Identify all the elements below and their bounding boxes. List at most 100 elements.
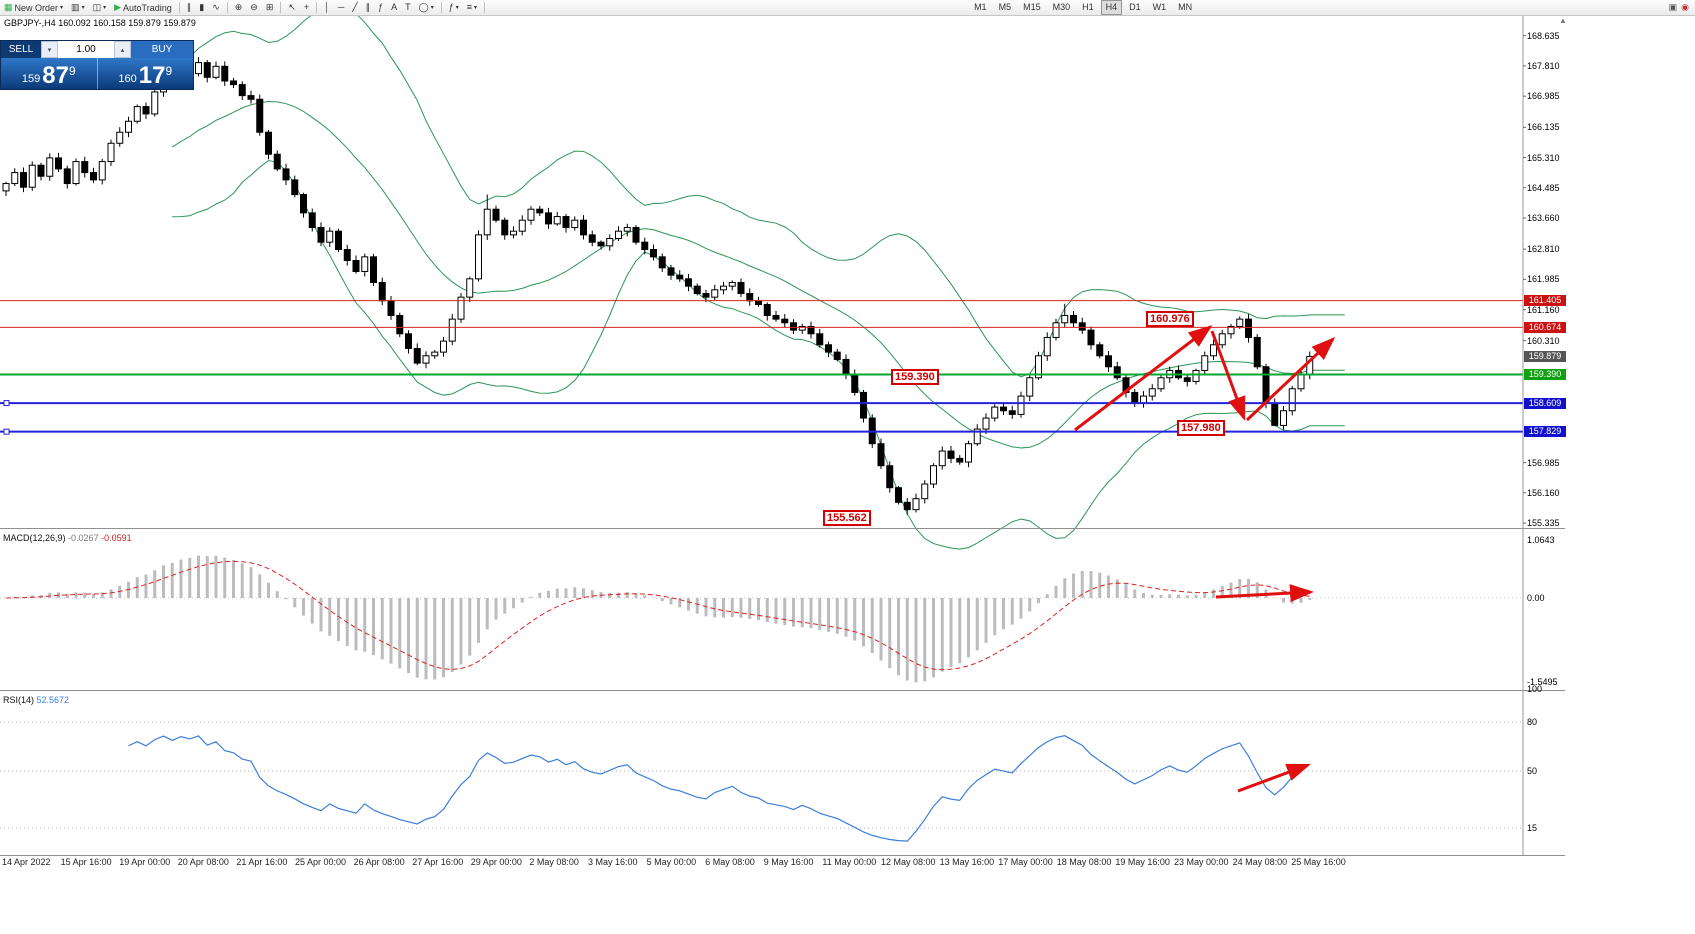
buy-button[interactable]: BUY bbox=[131, 41, 193, 58]
objects-list-button[interactable]: ≡ ▾ bbox=[463, 0, 481, 15]
indicators-button[interactable]: ƒ ▾ bbox=[445, 0, 463, 15]
toolbar-separator bbox=[226, 2, 228, 13]
macd-signal-value: -0.0591 bbox=[101, 533, 132, 543]
trend-arrow[interactable] bbox=[1215, 584, 1314, 603]
timeframe-h4[interactable]: H4 bbox=[1100, 0, 1123, 15]
price-annotation[interactable]: 157.980 bbox=[1177, 420, 1225, 436]
candlestick-chart-button[interactable]: ▮ bbox=[195, 0, 208, 15]
bid-price-display[interactable]: 159 87 9 bbox=[1, 58, 98, 89]
text-label-button[interactable]: T bbox=[401, 0, 415, 15]
time-axis-label: 15 Apr 16:00 bbox=[60, 857, 112, 867]
volume-increase-button[interactable]: ▴ bbox=[114, 41, 131, 58]
bar-chart-button[interactable]: ∥ bbox=[183, 0, 196, 15]
ask-big-digits: 17 bbox=[138, 62, 166, 89]
price-axis-label: 167.810 bbox=[1527, 60, 1560, 71]
one-click-trade-panel: SELL ▾ ▴ BUY 159 87 9 160 17 9 bbox=[0, 40, 194, 90]
price-axis-label: 160.310 bbox=[1527, 335, 1560, 346]
zoom-out-icon: ⊖ bbox=[250, 2, 258, 12]
time-axis-label: 18 May 08:00 bbox=[1056, 857, 1112, 867]
zoom-in-icon: ⊕ bbox=[234, 2, 243, 12]
equidistant-channel-button[interactable]: ∥ bbox=[362, 0, 375, 15]
timeframe-m30[interactable]: M30 bbox=[1052, 2, 1071, 12]
time-axis-label: 2 May 08:00 bbox=[529, 857, 579, 867]
volume-decrease-button[interactable]: ▾ bbox=[41, 41, 58, 58]
charts-button[interactable]: ▥ ▾ bbox=[67, 0, 89, 15]
text-button[interactable]: A bbox=[387, 0, 401, 15]
toolbar-separator bbox=[178, 2, 180, 13]
price-annotation[interactable]: 159.390 bbox=[891, 369, 939, 385]
trend-arrow[interactable] bbox=[1210, 330, 1246, 421]
price-annotation[interactable]: 160.976 bbox=[1146, 311, 1194, 327]
line-chart-button[interactable]: ∿ bbox=[208, 0, 224, 15]
timeframe-m5[interactable]: M5 bbox=[998, 2, 1012, 12]
new-order-icon: ▦ bbox=[4, 2, 13, 12]
price-axis-label: 165.310 bbox=[1527, 152, 1560, 163]
autotrading-icon: ▶ bbox=[114, 2, 122, 12]
candlestick-series bbox=[2, 57, 1314, 515]
horizontal-line-button[interactable]: ─ bbox=[334, 0, 348, 15]
zoom-out-button[interactable]: ⊖ bbox=[246, 0, 262, 15]
shapes-button[interactable]: ◯ ▾ bbox=[415, 0, 438, 15]
zoom-in-button[interactable]: ⊕ bbox=[231, 0, 247, 15]
autotrading-button[interactable]: ▶ AutoTrading bbox=[110, 0, 176, 15]
timeframe-m1[interactable]: M1 bbox=[974, 2, 987, 12]
time-axis-label: 3 May 16:00 bbox=[588, 857, 638, 867]
timeframe-group: M1 M5 M15 M30 H1 H4 D1 W1 MN bbox=[968, 0, 1198, 15]
price-axis-label: 166.985 bbox=[1527, 91, 1560, 102]
bid-pip-digit: 9 bbox=[68, 64, 76, 78]
timeframe-h1[interactable]: H1 bbox=[1082, 2, 1094, 12]
chart-scroll-up-icon[interactable]: ▲ bbox=[1559, 16, 1567, 25]
macd-title: MACD(12,26,9) bbox=[3, 533, 66, 543]
crosshair-button[interactable]: + bbox=[300, 0, 313, 15]
price-axis-badge: 161.405 bbox=[1524, 295, 1566, 307]
palette-icon[interactable]: ◉ bbox=[1681, 2, 1689, 12]
trend-arrow[interactable] bbox=[1237, 763, 1311, 793]
dropdown-caret-icon: ▾ bbox=[430, 5, 434, 11]
toolbar-separator bbox=[440, 2, 442, 13]
time-axis-label: 25 May 16:00 bbox=[1291, 857, 1346, 867]
time-axis-label: 5 May 00:00 bbox=[646, 857, 697, 867]
macd-histogram bbox=[13, 555, 1312, 683]
time-axis-label: 14 Apr 2022 bbox=[2, 857, 51, 867]
timeframe-mn[interactable]: MN bbox=[1178, 2, 1193, 12]
vertical-line-button[interactable]: │ bbox=[320, 0, 334, 15]
tile-windows-icon: ⊞ bbox=[265, 2, 274, 12]
price-annotation[interactable]: 155.562 bbox=[823, 510, 871, 526]
price-axis-label: 168.635 bbox=[1527, 30, 1560, 41]
trendline-button[interactable]: ╱ bbox=[348, 0, 361, 15]
time-axis-label: 21 Apr 16:00 bbox=[236, 857, 288, 867]
tile-windows-button[interactable]: ⊞ bbox=[262, 0, 278, 15]
timeframe-d1[interactable]: D1 bbox=[1129, 2, 1141, 12]
profiles-button[interactable]: ◫ ▾ bbox=[89, 0, 111, 15]
trend-arrow[interactable] bbox=[1074, 325, 1213, 432]
line-handle[interactable] bbox=[3, 400, 10, 407]
volume-input[interactable] bbox=[58, 41, 114, 58]
dropdown-caret-icon: ▾ bbox=[474, 5, 478, 11]
price-axis-badge: 158.609 bbox=[1524, 397, 1566, 409]
toolbar-separator bbox=[280, 2, 282, 13]
cursor-button[interactable]: ↖ bbox=[284, 0, 300, 15]
timeframe-m15[interactable]: M15 bbox=[1023, 2, 1041, 12]
text-icon: A bbox=[391, 2, 398, 12]
ask-pip-digit: 9 bbox=[165, 64, 173, 78]
trend-arrow[interactable] bbox=[1245, 336, 1336, 422]
dropdown-caret-icon: ▾ bbox=[103, 5, 107, 11]
chart-window-icon[interactable]: ▣ bbox=[1668, 2, 1678, 12]
timeframe-w1[interactable]: W1 bbox=[1152, 2, 1167, 12]
time-axis-label: 26 Apr 08:00 bbox=[353, 857, 405, 867]
new-order-button[interactable]: ▦ New Order ▾ bbox=[0, 0, 67, 15]
symbol-timeframe-label: GBPJPY-,H4 bbox=[4, 18, 56, 28]
rsi-axis-label: 15 bbox=[1527, 823, 1538, 834]
price-axis-label: 164.485 bbox=[1527, 182, 1560, 193]
time-axis-label: 6 May 08:00 bbox=[705, 857, 755, 867]
time-axis-label: 19 May 16:00 bbox=[1115, 857, 1170, 867]
ask-price-display[interactable]: 160 17 9 bbox=[98, 58, 194, 89]
bar-chart-icon: ∥ bbox=[186, 2, 192, 12]
sell-button[interactable]: SELL bbox=[1, 41, 41, 58]
line-handle[interactable] bbox=[3, 428, 10, 435]
price-axis-label: 155.335 bbox=[1527, 518, 1560, 529]
fibonacci-button[interactable]: ƒ bbox=[374, 0, 387, 15]
toolbar-right-icons: ▣ ◉ bbox=[1669, 2, 1695, 13]
time-axis-label: 23 May 00:00 bbox=[1174, 857, 1229, 867]
